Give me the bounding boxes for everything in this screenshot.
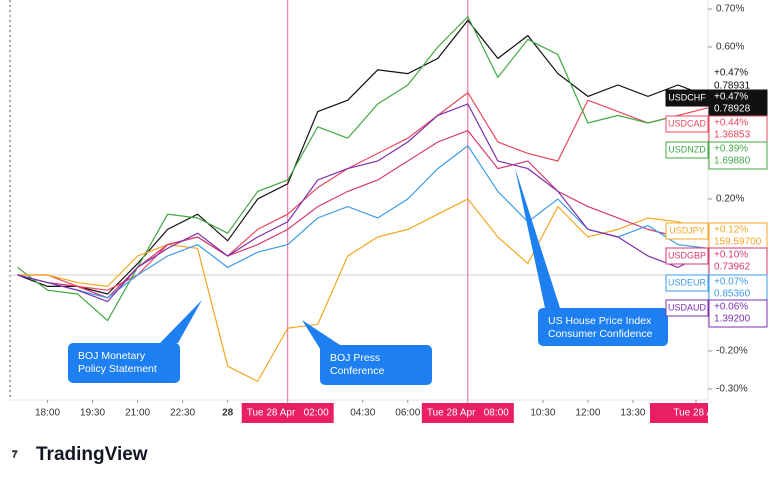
x-tick-label: Tue 28 Apr 02:00 xyxy=(247,408,329,419)
callout-text: US House Price Index xyxy=(548,315,652,327)
series-name-box xyxy=(665,89,709,107)
brand: 𝟕 TradingView xyxy=(12,444,148,465)
series-value-box xyxy=(708,141,768,170)
series-name: USDCHF xyxy=(668,92,706,102)
x-tick-label: 28 xyxy=(222,408,234,419)
series-name-box xyxy=(665,115,709,133)
series-last-label: +0.12% xyxy=(714,225,748,236)
callout-pointer xyxy=(302,320,340,352)
series-last-price: 159.59700 xyxy=(714,237,762,248)
callout-box xyxy=(68,343,180,383)
series-name-box xyxy=(665,247,709,265)
series-last-price: 0.85360 xyxy=(714,289,751,300)
series-last-label: +0.06% xyxy=(714,302,748,313)
series-value-box xyxy=(708,222,768,251)
price-change: +0.47% xyxy=(714,68,748,79)
series-name: USDAUD xyxy=(668,302,707,312)
callout-box xyxy=(538,308,668,346)
x-tick-label: 18:00 xyxy=(35,408,60,419)
series-line xyxy=(17,198,709,383)
x-tick-highlight xyxy=(421,403,514,423)
callout-box xyxy=(320,345,432,385)
series-value-box xyxy=(708,274,768,303)
series-name-box xyxy=(665,274,709,292)
callout-text: Consumer Confidence xyxy=(548,328,653,340)
series-last-price: 1.39200 xyxy=(714,314,751,325)
series-last-price: 1.36853 xyxy=(714,130,751,141)
series-last-price: 0.78928 xyxy=(714,104,751,115)
callout-text: BOJ Monetary xyxy=(78,350,146,362)
series-last-label: +0.44% xyxy=(714,118,748,129)
series-name: USDJPY xyxy=(669,225,705,235)
series-last-label: +0.07% xyxy=(714,277,748,288)
series-name-box xyxy=(665,299,709,317)
series-last-label: +0.10% xyxy=(714,250,748,261)
x-tick-highlight xyxy=(241,403,334,423)
series-name: USDEUR xyxy=(668,277,707,287)
brand-logo: 𝟕 xyxy=(12,450,18,461)
series-name: USDNZD xyxy=(668,144,706,154)
series-name-box xyxy=(665,141,709,159)
x-tick-label: 21:00 xyxy=(125,408,150,419)
callout-pointer xyxy=(515,168,560,308)
y-tick-label: 0.60% xyxy=(716,42,744,53)
x-tick-label: Tue 28 Apr 08:00 xyxy=(427,408,509,419)
series-last-price: 1.69880 xyxy=(714,156,751,167)
x-tick-highlight xyxy=(649,403,708,423)
series-last-price: 0.73962 xyxy=(714,262,751,273)
x-tick-label: 06:00 xyxy=(395,408,420,419)
series-line xyxy=(17,91,709,291)
series-name: USDCAD xyxy=(668,118,707,128)
series-line xyxy=(17,103,709,303)
y-tick-label: 0.70% xyxy=(716,4,744,15)
series-name: USDGBP xyxy=(668,250,706,260)
x-tick-label: Tue 28 Ap xyxy=(673,408,719,419)
callout-text: Policy Statement xyxy=(78,363,157,375)
x-tick-label: 22:30 xyxy=(170,408,195,419)
callout-pointer xyxy=(160,300,202,343)
y-tick-label: 0.20% xyxy=(716,194,744,205)
price-value: 0.78931 xyxy=(714,81,751,92)
series-value-box xyxy=(708,299,768,328)
x-tick-label: 10:30 xyxy=(530,408,555,419)
series-last-label: +0.47% xyxy=(714,92,748,103)
series-last-label: +0.39% xyxy=(714,144,748,155)
callout-text: Conference xyxy=(330,365,384,377)
y-tick-label: -0.20% xyxy=(716,346,748,357)
series-name-box xyxy=(665,222,709,240)
series-line xyxy=(17,15,709,322)
series-value-box xyxy=(708,89,768,118)
series-line xyxy=(17,19,709,295)
x-tick-label: 12:00 xyxy=(575,408,600,419)
callout-text: BOJ Press xyxy=(330,352,380,364)
x-tick-label: 13:30 xyxy=(620,408,645,419)
brand-name: TradingView xyxy=(36,444,148,465)
x-tick-label: 19:30 xyxy=(80,408,105,419)
series-value-box xyxy=(708,115,768,144)
x-tick-label: 04:30 xyxy=(350,408,375,419)
y-tick-label: -0.30% xyxy=(716,384,748,395)
series-value-box xyxy=(708,247,768,276)
